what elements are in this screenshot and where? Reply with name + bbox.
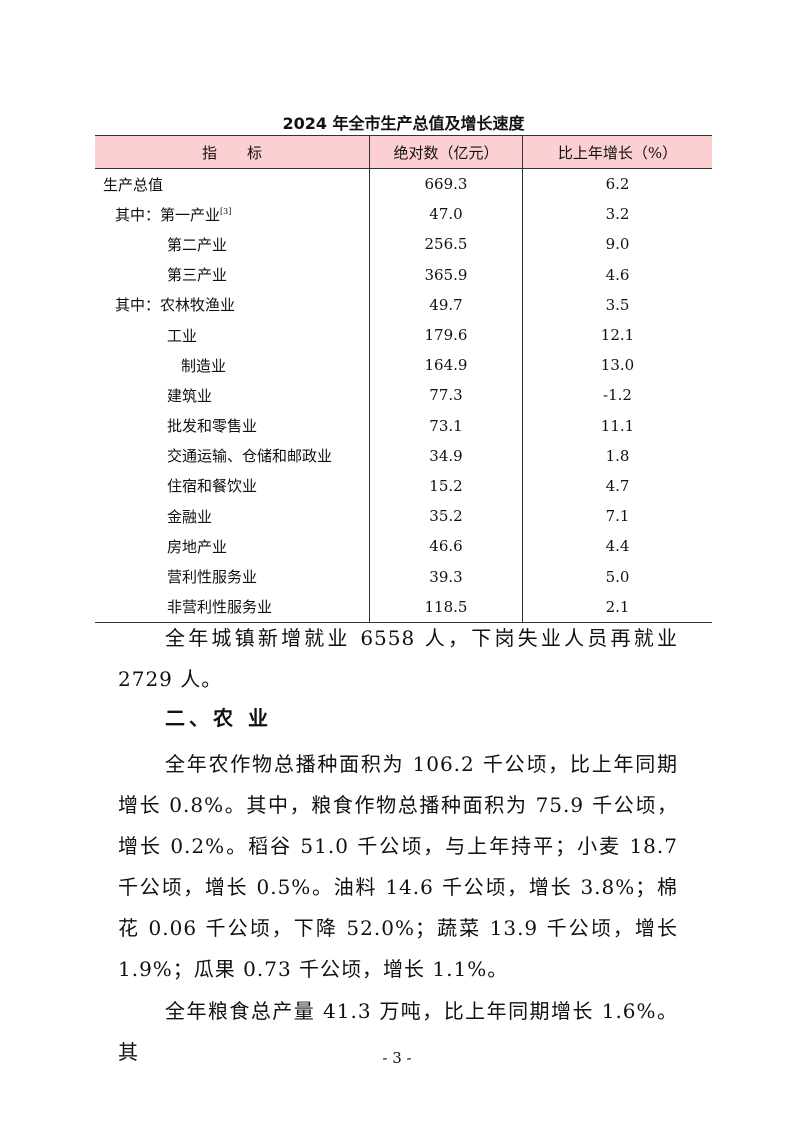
row-growth: 11.1 xyxy=(522,410,712,441)
table-row: 其中：农林牧渔业 49.7 3.5 xyxy=(95,289,712,320)
row-value: 118.5 xyxy=(369,591,523,623)
row-label: 非营利性服务业 xyxy=(95,591,370,623)
row-growth: -1.2 xyxy=(522,380,712,411)
row-label-text: 房地产业 xyxy=(167,537,228,556)
row-label-text: 交通运输、仓储和邮政业 xyxy=(167,447,333,466)
row-label-text: 住宿和餐饮业 xyxy=(167,477,258,496)
row-label-text: 生产总值 xyxy=(103,175,164,194)
row-growth: 4.6 xyxy=(522,259,712,290)
paragraph-grain: 全年粮食总产量 41.3 万吨，比上年同期增长 1.6%。其 xyxy=(118,999,678,1064)
row-label: 建筑业 xyxy=(95,380,370,410)
row-value: 365.9 xyxy=(369,259,523,290)
table-row: 非营利性服务业 118.5 2.1 xyxy=(95,591,712,623)
table-row: 工业 179.6 12.1 xyxy=(95,319,712,351)
row-label-text: 非营利性服务业 xyxy=(167,598,273,617)
header-absolute: 绝对数（亿元） xyxy=(369,135,523,169)
row-label: 交通运输、仓储和邮政业 xyxy=(95,441,370,471)
table-row: 生产总值 669.3 6.2 xyxy=(95,168,712,200)
row-value: 46.6 xyxy=(369,531,523,562)
table-row: 建筑业 77.3 -1.2 xyxy=(95,380,712,411)
row-growth: 3.5 xyxy=(522,289,712,320)
row-value: 77.3 xyxy=(369,380,523,411)
row-label-text: 批发和零售业 xyxy=(167,417,258,436)
table-row: 房地产业 46.6 4.4 xyxy=(95,531,712,562)
row-label: 金融业 xyxy=(95,501,370,531)
row-growth: 3.2 xyxy=(522,199,712,230)
table-title: 2024 年全市生产总值及增长速度 xyxy=(282,114,525,133)
page-number: - 3 - xyxy=(382,1049,412,1067)
row-label: 第二产业 xyxy=(95,229,370,259)
table-row: 制造业 164.9 13.0 xyxy=(95,350,712,381)
row-value: 669.3 xyxy=(369,168,523,200)
row-label: 制造业 xyxy=(95,350,370,380)
row-growth: 9.0 xyxy=(522,229,712,260)
row-label: 第三产业 xyxy=(95,260,370,290)
row-label: 住宿和餐饮业 xyxy=(95,471,370,501)
footnote-ref[interactable]: [3] xyxy=(220,206,232,216)
row-label: 批发和零售业 xyxy=(95,411,370,441)
row-value: 164.9 xyxy=(369,350,523,381)
row-label: 其中：第一产业[3] xyxy=(95,199,370,229)
table-row: 金融业 35.2 7.1 xyxy=(95,501,712,532)
row-growth: 7.1 xyxy=(522,501,712,532)
header-indicator: 指 标 xyxy=(95,135,370,169)
table-row: 批发和零售业 73.1 11.1 xyxy=(95,410,712,441)
paragraph-employment: 全年城镇新增就业 6558 人，下岗失业人员再就业 2729 人。 xyxy=(118,626,678,691)
table-row: 第二产业 256.5 9.0 xyxy=(95,229,712,260)
row-value: 179.6 xyxy=(369,319,523,351)
table-row: 住宿和餐饮业 15.2 4.7 xyxy=(95,470,712,502)
row-label: 其中：农林牧渔业 xyxy=(95,290,370,320)
row-growth: 1.8 xyxy=(522,440,712,471)
row-growth: 4.7 xyxy=(522,470,712,502)
row-value: 49.7 xyxy=(369,289,523,320)
row-label-text: 金融业 xyxy=(167,507,213,526)
row-growth: 4.4 xyxy=(522,531,712,562)
row-value: 15.2 xyxy=(369,470,523,502)
row-growth: 13.0 xyxy=(522,350,712,381)
row-growth: 2.1 xyxy=(522,591,712,623)
row-label-text: 制造业 xyxy=(181,356,227,375)
row-label: 工业 xyxy=(95,320,370,350)
row-value: 34.9 xyxy=(369,440,523,471)
table-row: 第三产业 365.9 4.6 xyxy=(95,259,712,290)
row-label-text: 工业 xyxy=(167,326,198,345)
row-label: 房地产业 xyxy=(95,531,370,561)
row-growth: 6.2 xyxy=(522,168,712,200)
table-header-row: 指 标 绝对数（亿元） 比上年增长（%） xyxy=(95,135,712,169)
row-growth: 5.0 xyxy=(522,561,712,592)
row-growth: 12.1 xyxy=(522,319,712,351)
row-label-text: 第二产业 xyxy=(167,235,228,254)
table-row: 交通运输、仓储和邮政业 34.9 1.8 xyxy=(95,440,712,471)
row-label-text: 建筑业 xyxy=(167,386,213,405)
paragraph-sowing: 全年农作物总播种面积为 106.2 千公顷，比上年同期增长 0.8%。其中，粮食… xyxy=(118,752,678,981)
table-row: 营利性服务业 39.3 5.0 xyxy=(95,561,712,592)
row-value: 73.1 xyxy=(369,410,523,441)
gdp-table: 指 标 绝对数（亿元） 比上年增长（%） 生产总值 669.3 6.2 其中：第一产业… xyxy=(95,135,712,623)
row-label-text: 其中：第一产业 xyxy=(115,205,221,224)
header-growth: 比上年增长（%） xyxy=(522,135,712,169)
row-value: 256.5 xyxy=(369,229,523,260)
row-value: 47.0 xyxy=(369,199,523,230)
row-label: 营利性服务业 xyxy=(95,561,370,591)
row-value: 39.3 xyxy=(369,561,523,592)
row-label-text: 第三产业 xyxy=(167,266,228,285)
row-value: 35.2 xyxy=(369,501,523,532)
row-label-text: 营利性服务业 xyxy=(167,568,258,587)
row-label: 生产总值 xyxy=(95,169,370,200)
table-row: 其中：第一产业[3] 47.0 3.2 xyxy=(95,199,712,230)
row-label-text: 其中：农林牧渔业 xyxy=(115,296,236,315)
section-heading: 二、农 业 xyxy=(165,706,272,730)
